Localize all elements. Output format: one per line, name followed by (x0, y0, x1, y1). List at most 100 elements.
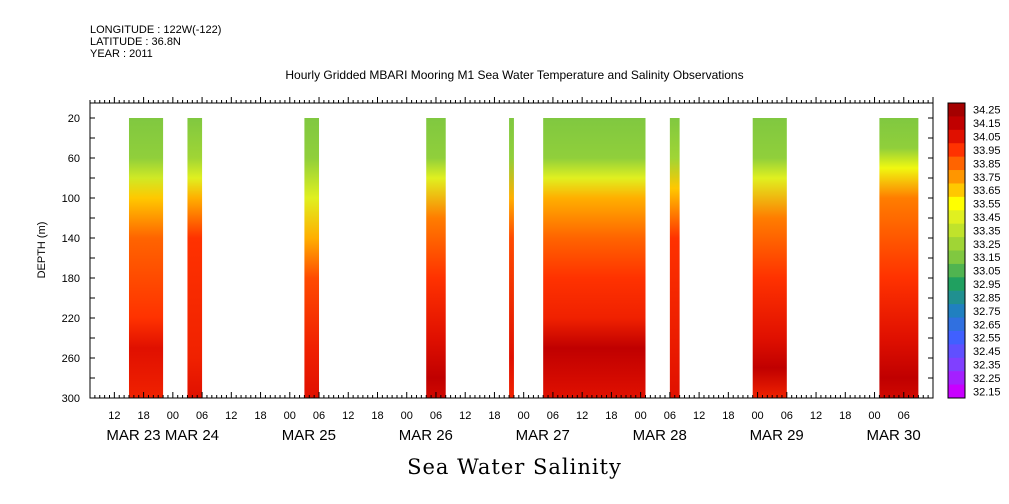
data-block (669, 118, 680, 398)
colorbar-swatch (948, 290, 965, 305)
y-tick-label: 100 (62, 193, 80, 205)
plot-frame (89, 97, 934, 399)
colorbar-swatch (948, 143, 965, 158)
colorbar-swatch (948, 344, 965, 359)
x-hour-label: 18 (605, 410, 617, 422)
x-hour-label: 00 (635, 410, 647, 422)
plot-border (89, 102, 934, 399)
colorbar-label: 33.75 (973, 172, 1001, 184)
colorbar-swatch (948, 129, 965, 144)
x-day-label: MAR 23 (106, 427, 160, 444)
colorbar-swatch (948, 116, 965, 131)
colorbar-label: 33.25 (973, 239, 1001, 251)
x-hour-label: 18 (137, 410, 149, 422)
x-day-label: MAR 29 (750, 427, 804, 444)
x-day-label: MAR 26 (399, 427, 453, 444)
colorbar-label: 33.35 (973, 225, 1001, 237)
colorbar-swatch (948, 263, 965, 278)
y-tick-label: 140 (62, 233, 80, 245)
data-block (128, 118, 164, 398)
colorbar-label: 32.55 (973, 333, 1001, 345)
x-hour-label: 18 (371, 410, 383, 422)
x-day-label: MAR 24 (165, 427, 219, 444)
data-block (304, 118, 320, 398)
x-hour-label: 00 (401, 410, 413, 422)
x-hour-label: 12 (108, 410, 120, 422)
data-block (426, 118, 446, 398)
x-hour-label: 06 (196, 410, 208, 422)
y-tick-label: 300 (62, 393, 80, 405)
x-day-label: MAR 25 (282, 427, 336, 444)
year-label: YEAR : 2011 (90, 48, 153, 60)
colorbar-swatch (948, 317, 965, 332)
x-hour-label: 18 (839, 410, 851, 422)
colorbar-label: 32.45 (973, 346, 1001, 358)
y-tick-label: 260 (62, 353, 80, 365)
colorbar-swatch (948, 384, 965, 399)
colorbar-label: 33.05 (973, 266, 1001, 278)
colorbar-label: 33.95 (973, 145, 1001, 157)
colorbar-label: 32.95 (973, 279, 1001, 291)
colorbar-swatch (948, 170, 965, 184)
colorbar-swatch (948, 237, 965, 251)
colorbar-swatch (948, 103, 965, 117)
colorbar-label: 32.25 (973, 373, 1001, 385)
x-hour-label: 18 (488, 410, 500, 422)
x-hour-label: 06 (781, 410, 793, 422)
x-hour-label: 06 (547, 410, 559, 422)
colorbar-swatch (948, 223, 965, 238)
colorbar-swatch (948, 304, 965, 319)
colorbar-swatch (948, 357, 965, 372)
data-block (879, 118, 919, 398)
colorbar-label: 33.65 (973, 185, 1001, 197)
colorbar-swatch (948, 330, 965, 345)
x-hour-label: 12 (225, 410, 237, 422)
x-hour-label: 18 (254, 410, 266, 422)
x-hour-label: 12 (693, 410, 705, 422)
data-block (509, 118, 514, 398)
colorbar-label: 32.65 (973, 319, 1001, 331)
colorbar-border (947, 102, 966, 399)
colorbar-label: 34.05 (973, 132, 1001, 144)
colorbar-label: 34.15 (973, 118, 1001, 130)
chart-footer-title: Sea Water Salinity (407, 455, 622, 479)
colorbar-swatch (948, 250, 965, 265)
data-block (752, 118, 787, 398)
colorbar-label: 32.75 (973, 306, 1001, 318)
colorbar-swatch (948, 371, 965, 386)
y-axis-label: DEPTH (m) (36, 222, 48, 279)
x-hour-label: 06 (313, 410, 325, 422)
x-hour-label: 06 (898, 410, 910, 422)
data-blocks (128, 118, 919, 398)
chart-title: Hourly Gridded MBARI Mooring M1 Sea Wate… (285, 68, 744, 82)
x-hour-label: 00 (284, 410, 296, 422)
colorbar-swatch (948, 183, 965, 198)
colorbar-label: 32.15 (973, 386, 1001, 398)
x-hour-label: 12 (810, 410, 822, 422)
data-block (543, 118, 646, 398)
x-hour-label: 00 (518, 410, 530, 422)
y-axis: 20 60 100 140 180 220 260 300 (62, 113, 933, 405)
colorbar-label: 33.45 (973, 212, 1001, 224)
x-hour-label: 00 (751, 410, 763, 422)
x-axis: 12 18 00 06 12 18 00 06 12 18 00 06 12 18 00 06 12 18 00 06… (106, 410, 920, 444)
x-hour-label: 12 (459, 410, 471, 422)
x-hour-label: 00 (167, 410, 179, 422)
colorbar-swatch (948, 156, 965, 171)
longitude-label: LONGITUDE : 122W(-122) (90, 24, 222, 36)
colorbar-label: 34.25 (973, 105, 1001, 117)
x-hour-label: 00 (868, 410, 880, 422)
x-hour-label: 06 (430, 410, 442, 422)
y-tick-label: 20 (68, 113, 80, 125)
x-day-label: MAR 28 (633, 427, 687, 444)
colorbar-label: 33.85 (973, 158, 1001, 170)
y-tick-label: 220 (62, 313, 80, 325)
x-hour-label: 12 (342, 410, 354, 422)
x-day-label: MAR 27 (516, 427, 570, 444)
colorbar-label: 33.15 (973, 252, 1001, 264)
x-hour-label: 06 (664, 410, 676, 422)
y-tick-label: 60 (68, 153, 80, 165)
y-tick-label: 180 (62, 273, 80, 285)
